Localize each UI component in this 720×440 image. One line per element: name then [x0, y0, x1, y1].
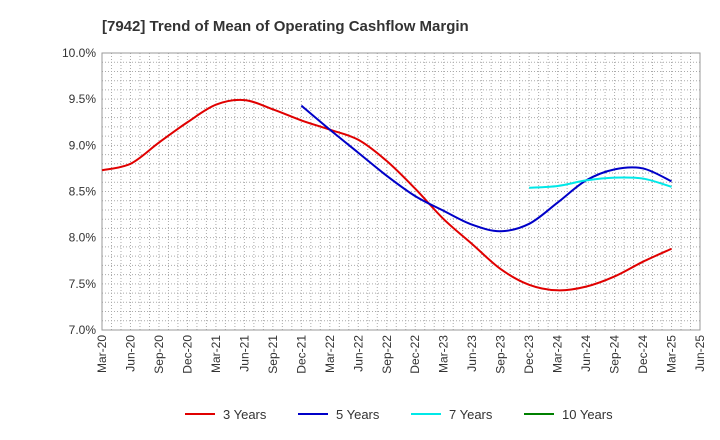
- legend-label: 10 Years: [562, 407, 613, 422]
- x-tick-label: Mar-22: [323, 335, 337, 373]
- x-tick-label: Sep-23: [494, 335, 508, 374]
- x-tick-label: Sep-20: [152, 335, 166, 374]
- y-tick-label: 9.0%: [69, 138, 97, 152]
- x-tick-label: Mar-25: [665, 335, 679, 373]
- x-tick-label: Jun-20: [123, 335, 137, 372]
- legend: 3 Years 5 Years 7 Years 10 Years: [185, 407, 613, 422]
- x-tick-label: Jun-22: [351, 335, 365, 372]
- chart-title: [7942] Trend of Mean of Operating Cashfl…: [102, 18, 469, 35]
- x-tick-label: Sep-22: [380, 335, 394, 374]
- x-tick-label: Dec-22: [408, 335, 422, 374]
- x-tick-label: Mar-23: [437, 335, 451, 373]
- x-tick-label: Sep-24: [608, 335, 622, 374]
- y-tick-label: 8.5%: [69, 185, 97, 199]
- x-tick-label: Mar-20: [95, 335, 109, 373]
- legend-label: 7 Years: [449, 407, 493, 422]
- x-tick-label: Jun-25: [693, 335, 707, 372]
- y-tick-label: 10.0%: [62, 46, 96, 60]
- x-tick-label: Jun-23: [465, 335, 479, 372]
- series-line-5-years: [300, 104, 672, 233]
- x-tick-label: Mar-21: [209, 335, 223, 373]
- series-lines: [101, 98, 672, 292]
- y-tick-label: 7.5%: [69, 277, 97, 291]
- x-tick-label: Dec-21: [294, 335, 308, 374]
- x-tick-label: Jun-21: [237, 335, 251, 372]
- x-tick-label: Dec-24: [636, 335, 650, 374]
- y-tick-label: 9.5%: [69, 92, 97, 106]
- grid: [101, 53, 701, 330]
- y-tick-label: 8.0%: [69, 231, 97, 245]
- y-tick-label: 7.0%: [69, 323, 97, 337]
- x-axis: Mar-20 Jun-20 Sep-20 Dec-20 Mar-21 Jun-21 Sep-…: [95, 335, 707, 374]
- series-line-7-years: [529, 176, 672, 189]
- plot-area: [101, 52, 701, 331]
- y-axis: 7.0% 7.5% 8.0% 8.5% 9.0% 9.5% 10.0%: [62, 46, 96, 337]
- x-tick-label: Sep-21: [266, 335, 280, 374]
- legend-label: 5 Years: [336, 407, 380, 422]
- series-line-3-years: [101, 98, 672, 292]
- x-tick-label: Dec-23: [522, 335, 536, 374]
- x-tick-label: Jun-24: [579, 335, 593, 372]
- x-tick-label: Mar-24: [551, 335, 565, 373]
- x-tick-label: Dec-20: [180, 335, 194, 374]
- legend-label: 3 Years: [223, 407, 267, 422]
